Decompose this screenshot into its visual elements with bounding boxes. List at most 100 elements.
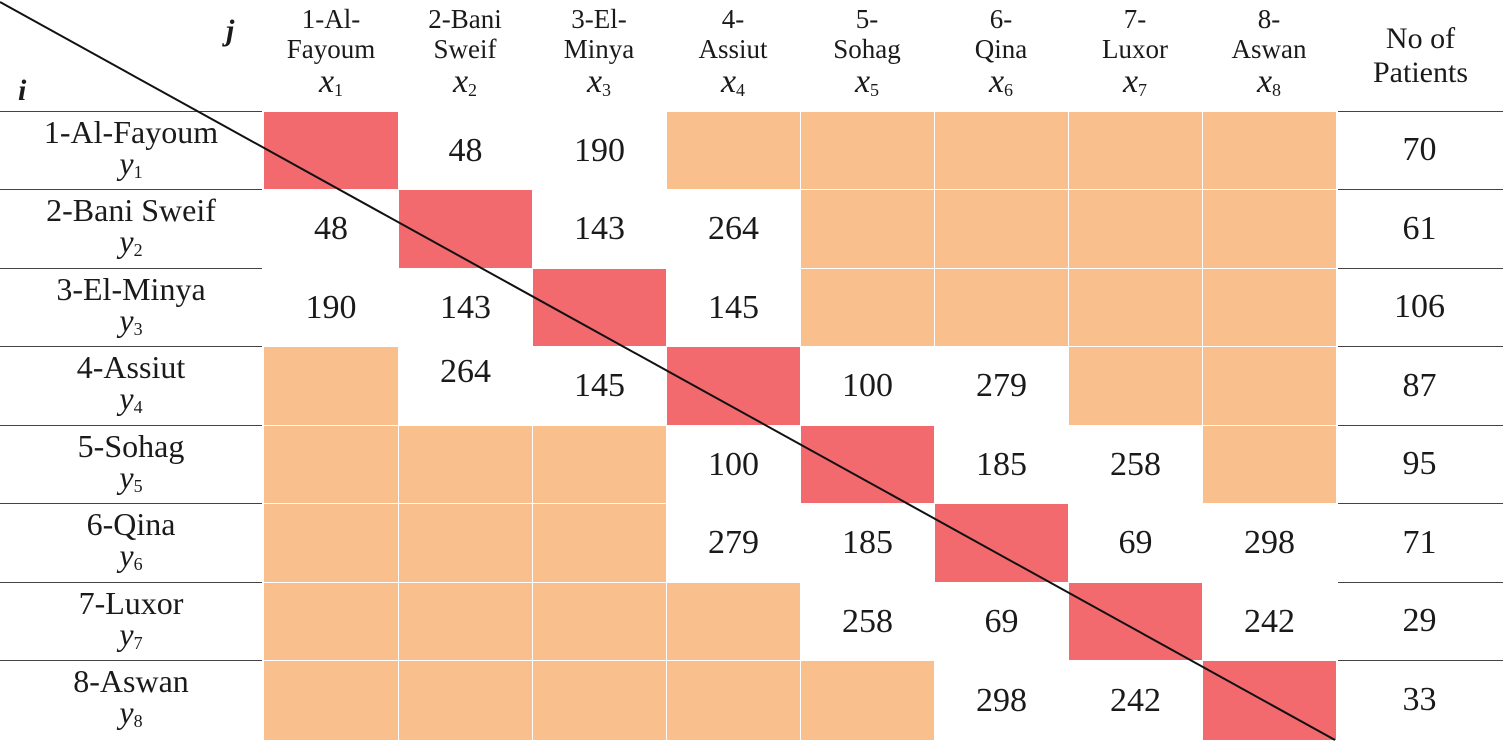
unconnected-cell	[1069, 190, 1202, 268]
patients-cell: 95	[1402, 445, 1437, 482]
col-header-6: 6- Qina x6	[934, 4, 1068, 108]
row-separator	[0, 660, 262, 661]
distance-cell: 185	[842, 524, 893, 561]
row-variable-base: y	[119, 459, 134, 495]
unconnected-cell	[801, 190, 934, 268]
distance-cell: 298	[976, 681, 1027, 719]
row-header-7: 7-Luxor y7	[0, 587, 262, 659]
distance-cell: 48	[314, 210, 348, 247]
col-header-label: 1-Al- Fayoum	[286, 4, 376, 64]
row-header-5: 5-Sohag y5	[0, 430, 262, 502]
patients-cell: 61	[1402, 209, 1437, 247]
unconnected-cell	[1069, 112, 1202, 189]
col-variable-base: x	[1122, 63, 1139, 100]
col-variable-index: 8	[1272, 80, 1282, 100]
row-variable-base: y	[119, 223, 134, 259]
row-variable: y6	[0, 539, 262, 580]
row-variable-index: 8	[133, 711, 143, 731]
unconnected-cell	[533, 426, 666, 503]
unconnected-cell	[533, 661, 666, 740]
row-variable-index: 1	[133, 162, 143, 182]
patients-cell: 33	[1402, 681, 1437, 718]
unconnected-cell	[667, 583, 800, 660]
patients-cell: 87	[1402, 366, 1437, 404]
unconnected-cell	[399, 504, 532, 582]
row-header-8: 8-Aswan y8	[0, 663, 262, 737]
row-header-label: 4-Assiut	[76, 349, 186, 385]
row-variable-base: y	[119, 145, 134, 181]
diagonal-cell	[667, 347, 800, 425]
col-header-8: 8- Aswan x8	[1202, 4, 1336, 108]
row-header-label: 8-Aswan	[73, 663, 189, 699]
distance-cell: 185	[976, 445, 1027, 483]
col-header-label: 5- Sohag	[833, 4, 901, 64]
unconnected-cell	[264, 426, 398, 503]
row-variable-index: 3	[133, 319, 143, 339]
unconnected-cell	[667, 661, 800, 740]
row-separator	[1338, 425, 1503, 426]
distance-cell: 264	[708, 210, 759, 247]
row-separator	[1338, 582, 1503, 583]
row-variable: y1	[0, 147, 262, 188]
col-variable: x6	[934, 64, 1068, 108]
row-variable-base: y	[119, 616, 134, 652]
row-variable-base: y	[119, 302, 134, 338]
row-variable-base: y	[119, 694, 134, 730]
unconnected-cell	[801, 112, 934, 189]
row-separator	[1338, 503, 1503, 504]
corner-col-label: j	[226, 14, 235, 47]
col-variable-base: x	[318, 63, 335, 100]
row-header-label: 6-Qina	[86, 506, 176, 542]
unconnected-cell	[1069, 269, 1202, 346]
col-variable-base: x	[1256, 63, 1273, 100]
row-variable: y3	[0, 304, 262, 345]
row-variable-index: 7	[133, 633, 143, 653]
unconnected-cell	[399, 583, 532, 660]
col-variable-index: 3	[602, 80, 612, 100]
row-separator	[0, 582, 262, 583]
distance-cell: 298	[1244, 524, 1295, 561]
col-header-7: 7- Luxor x7	[1068, 4, 1202, 108]
col-variable-index: 4	[736, 80, 746, 100]
col-header-label: 4- Assiut	[698, 4, 768, 64]
distance-cell: 242	[1244, 602, 1295, 640]
col-variable-index: 2	[468, 80, 478, 100]
col-variable: x7	[1068, 64, 1202, 108]
unconnected-cell	[533, 504, 666, 582]
unconnected-cell	[801, 661, 934, 740]
unconnected-cell	[1069, 347, 1202, 425]
patients-cell: 106	[1394, 288, 1445, 325]
row-separator	[0, 189, 262, 190]
unconnected-cell	[935, 269, 1068, 346]
unconnected-cell	[1203, 347, 1336, 425]
col-header-label: 2-Bani Sweif	[428, 4, 502, 64]
unconnected-cell	[1203, 190, 1336, 268]
col-variable-base: x	[854, 63, 871, 100]
distance-cell: 264	[440, 353, 491, 390]
unconnected-cell	[667, 112, 800, 189]
row-separator	[0, 111, 262, 112]
row-variable-base: y	[119, 380, 134, 416]
col-variable: x3	[532, 64, 666, 108]
col-header-label: 8- Aswan	[1231, 4, 1307, 64]
col-variable-base: x	[988, 63, 1005, 100]
diagonal-cell	[1069, 583, 1202, 660]
unconnected-cell	[399, 426, 532, 503]
col-variable-base: x	[720, 63, 737, 100]
row-header-6: 6-Qina y6	[0, 506, 262, 580]
col-variable: x5	[800, 64, 934, 108]
row-separator	[1338, 111, 1503, 112]
row-separator	[0, 503, 262, 504]
unconnected-cell	[801, 269, 934, 346]
distance-cell: 279	[708, 524, 759, 561]
col-header-2: 2-Bani Sweif x2	[398, 4, 532, 108]
unconnected-cell	[533, 583, 666, 660]
row-variable-index: 5	[133, 476, 143, 496]
col-variable: x4	[666, 64, 800, 108]
col-variable-index: 7	[1138, 80, 1148, 100]
distance-cell: 190	[305, 288, 357, 326]
unconnected-cell	[264, 583, 398, 660]
distance-cell: 258	[842, 602, 893, 640]
col-header-label: 7- Luxor	[1102, 4, 1168, 64]
